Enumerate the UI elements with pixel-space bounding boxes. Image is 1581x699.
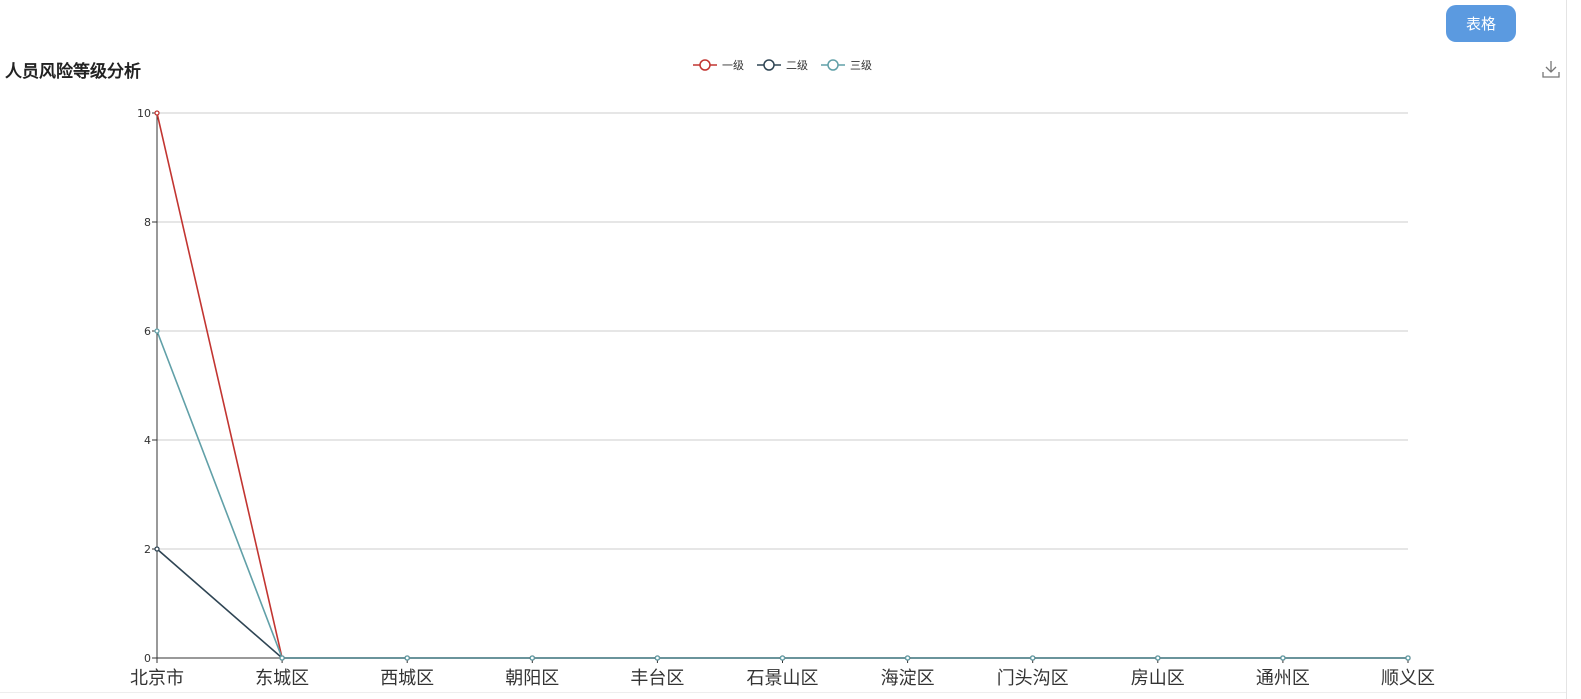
x-tick-label: 石景山区 — [747, 668, 819, 689]
data-point — [529, 655, 535, 661]
axes: 0 2 4 6 8 10 北京市 东城区 西城区 朝阳区 丰台区 石景山区 海淀区 门头沟区 房山区 通州区 顺… — [130, 107, 1435, 689]
data-point — [1155, 655, 1161, 661]
data-point — [1280, 655, 1286, 661]
series-line-2 — [156, 548, 1408, 659]
legend-label: 一级 — [722, 59, 744, 72]
y-tick-label: 6 — [144, 325, 151, 338]
scrollbar-edge — [1566, 0, 1567, 699]
data-point — [654, 655, 661, 661]
series-lines — [154, 110, 1411, 661]
legend-label: 三级 — [850, 59, 872, 72]
y-tick-label: 0 — [144, 652, 151, 665]
x-tick-label: 丰台区 — [630, 668, 684, 689]
legend: 一级 二级 三级 — [693, 59, 872, 72]
x-tick-label: 通州区 — [1256, 668, 1310, 689]
data-point — [404, 655, 410, 661]
chart-title: 人员风险等级分析 — [5, 62, 141, 82]
x-tick-label: 朝阳区 — [505, 668, 559, 689]
data-point — [779, 655, 786, 661]
legend-item-3: 三级 — [821, 59, 872, 72]
y-tick-label: 2 — [144, 543, 151, 556]
data-point — [1405, 655, 1411, 661]
legend-marker — [699, 59, 711, 71]
x-tick-label: 西城区 — [380, 668, 434, 689]
grid-lines — [157, 112, 1408, 550]
y-tick-label: 4 — [144, 434, 151, 447]
legend-label: 二级 — [786, 59, 808, 72]
download-icon[interactable] — [1540, 58, 1562, 80]
x-tick-label: 东城区 — [255, 668, 309, 689]
data-point — [154, 110, 160, 116]
legend-marker — [763, 59, 775, 71]
data-point — [1030, 655, 1036, 661]
data-point — [904, 655, 911, 661]
x-tick-label: 房山区 — [1131, 668, 1185, 689]
x-tick-label: 海淀区 — [881, 668, 935, 689]
data-point — [154, 546, 160, 552]
data-point — [279, 655, 285, 661]
y-tick-label: 8 — [144, 216, 151, 229]
y-tick-label: 10 — [137, 107, 151, 120]
series-line-1 — [156, 112, 1408, 659]
table-view-button[interactable]: 表格 — [1446, 5, 1516, 42]
data-point — [154, 328, 160, 334]
x-tick-label: 顺义区 — [1381, 668, 1435, 689]
legend-item-1: 一级 — [693, 59, 744, 72]
series-line-3 — [156, 330, 1408, 659]
x-tick-label: 北京市 — [130, 668, 184, 689]
legend-item-2: 二级 — [757, 59, 808, 72]
legend-marker — [827, 59, 839, 71]
divider — [0, 692, 1566, 693]
x-tick-label: 门头沟区 — [997, 668, 1069, 689]
